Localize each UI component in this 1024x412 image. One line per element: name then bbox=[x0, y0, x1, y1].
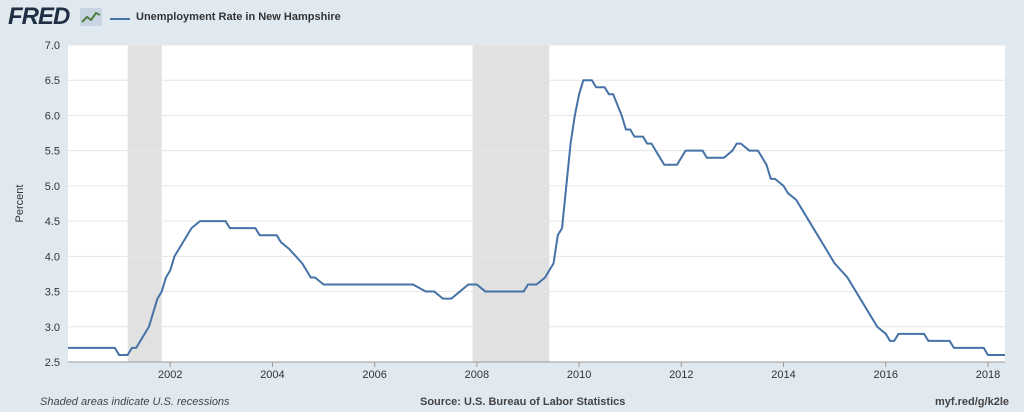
chart-footer: Shaded areas indicate U.S. recessions So… bbox=[0, 392, 1024, 412]
y-tick-label: 5.5 bbox=[45, 146, 60, 158]
x-tick-label: 2018 bbox=[976, 369, 1000, 381]
data-source[interactable]: Source: U.S. Bureau of Labor Statistics bbox=[420, 396, 626, 408]
y-tick-label: 7.0 bbox=[45, 40, 60, 52]
y-tick-label: 2.5 bbox=[45, 357, 60, 369]
recession-band bbox=[472, 45, 550, 362]
x-tick-label: 2016 bbox=[874, 369, 898, 381]
legend-swatch bbox=[110, 18, 130, 20]
y-tick-label: 5.0 bbox=[45, 181, 60, 193]
chart-header: FRED Unemployment Rate in New Hampshire bbox=[0, 0, 1024, 36]
x-tick-label: 2002 bbox=[158, 369, 182, 381]
x-tick-label: 2008 bbox=[465, 369, 489, 381]
series-line[interactable] bbox=[68, 79, 1005, 356]
x-tick-label: 2012 bbox=[669, 369, 693, 381]
x-tick-label: 2006 bbox=[362, 369, 386, 381]
y-tick-label: 4.5 bbox=[45, 216, 60, 228]
x-tick-label: 2010 bbox=[567, 369, 591, 381]
x-tick-label: 2004 bbox=[260, 369, 284, 381]
fred-chart-icon bbox=[80, 8, 102, 26]
short-link[interactable]: myf.red/g/k2le bbox=[935, 396, 1009, 408]
y-tick-label: 6.5 bbox=[45, 75, 60, 87]
x-tick-label: 2014 bbox=[771, 369, 795, 381]
y-axis-title: Percent bbox=[14, 185, 26, 223]
recession-note: Shaded areas indicate U.S. recessions bbox=[40, 396, 230, 408]
y-tick-label: 3.0 bbox=[45, 322, 60, 334]
y-tick-label: 3.5 bbox=[45, 287, 60, 299]
plot-area[interactable]: 2.5 3.0 3.5 4.0 4.5 5.0 5.5 6.0 6.5 7.0 2002 2004 20… bbox=[14, 40, 1005, 381]
fred-logo[interactable]: FRED bbox=[8, 3, 70, 30]
chart-area: 2.5 3.0 3.5 4.0 4.5 5.0 5.5 6.0 6.5 7.0 2002 2004 20… bbox=[14, 40, 1005, 381]
y-tick-label: 4.0 bbox=[45, 251, 60, 263]
legend-label[interactable]: Unemployment Rate in New Hampshire bbox=[136, 11, 341, 23]
y-tick-label: 6.0 bbox=[45, 110, 60, 122]
recession-band bbox=[127, 45, 162, 362]
